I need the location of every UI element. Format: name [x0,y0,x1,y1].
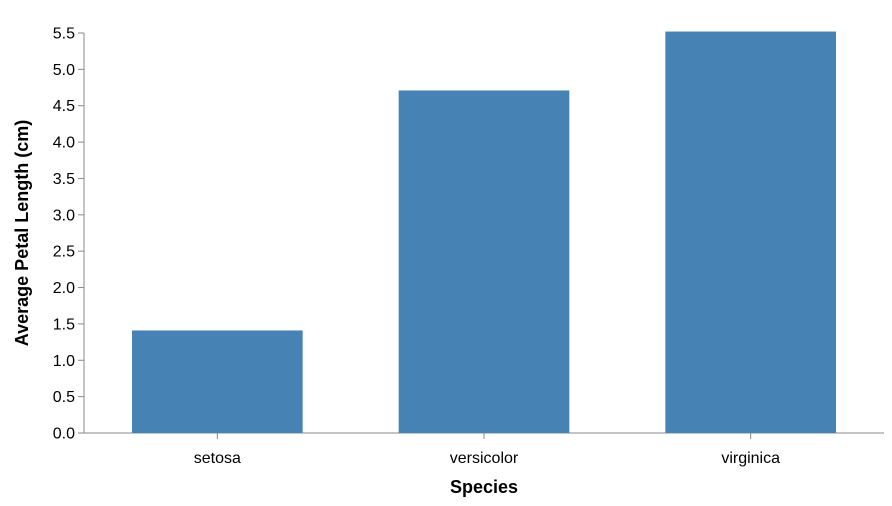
y-tick-label: 5.5 [53,26,75,43]
y-tick-label: 0.5 [53,389,75,406]
y-tick-label: 4.0 [53,135,75,152]
y-tick-label: 1.0 [53,353,75,370]
bars [132,31,836,434]
y-tick-label: 2.0 [53,280,75,297]
x-axis-title: Species [450,477,518,497]
bar-setosa [132,330,303,433]
y-tick-label: 0.0 [53,426,75,443]
x-tick-label: versicolor [450,450,519,467]
x-tick-label: setosa [194,450,241,467]
x-axis: setosa versicolor virginica [84,432,884,467]
bar-versicolor [398,90,570,434]
y-axis: 0.0 0.5 1.0 1.5 2.0 2.5 3.0 3.5 4.0 4.5 5.0 5.5 [53,26,85,443]
bar-virginica [665,31,836,434]
y-tick-label: 5.0 [53,62,75,79]
y-axis-title: Average Petal Length (cm) [12,120,32,346]
x-tick-label: virginica [721,450,780,467]
y-tick-label: 2.5 [53,244,75,261]
y-tick-label: 1.5 [53,316,75,333]
y-tick-label: 3.5 [53,171,75,188]
y-tick-label: 4.5 [53,98,75,115]
y-tick-label: 3.0 [53,207,75,224]
